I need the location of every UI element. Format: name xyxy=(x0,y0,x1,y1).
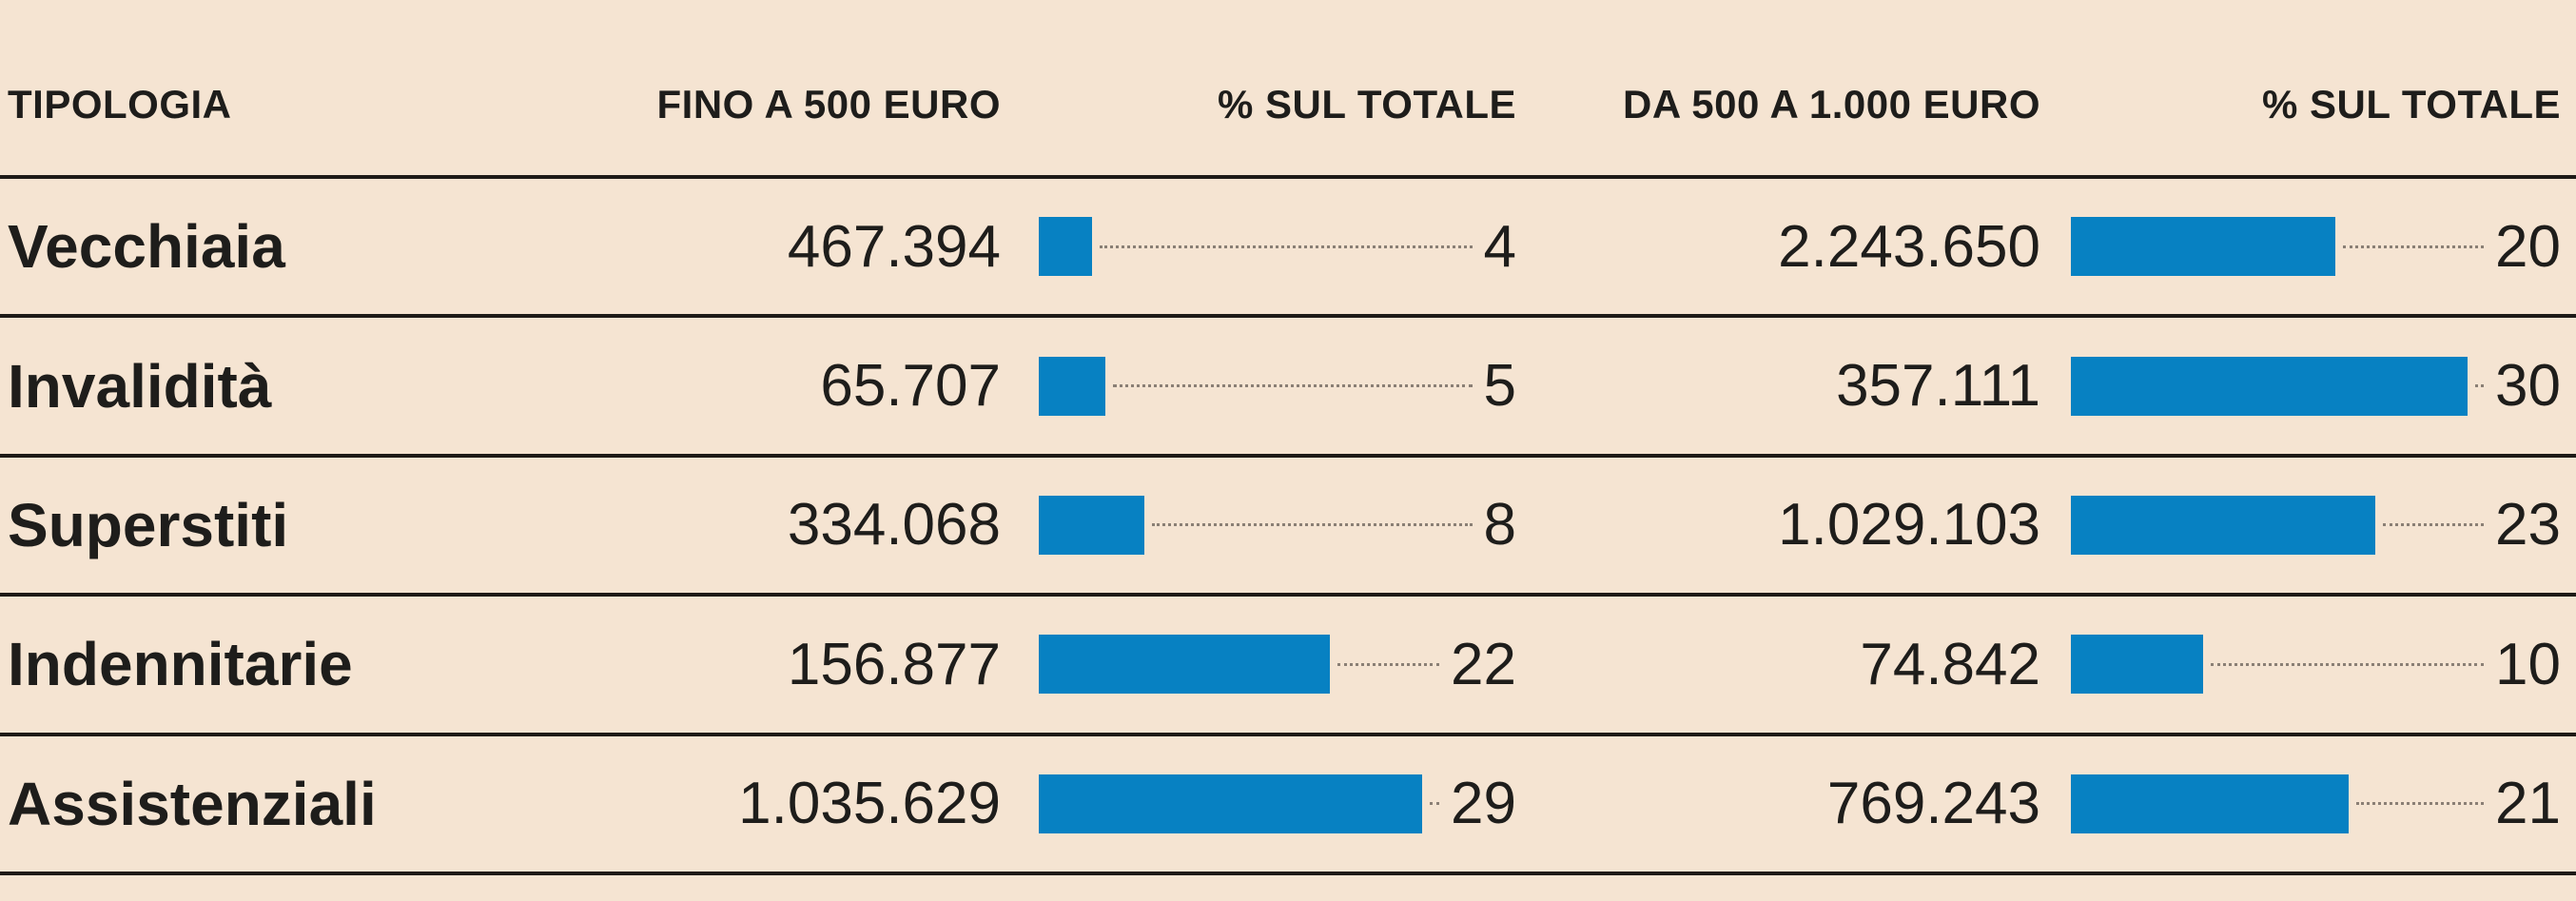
bar-pct-500 xyxy=(1039,217,1092,277)
cell-pct-500: 22 xyxy=(1008,597,1516,732)
value-fino-500: 467.394 xyxy=(787,213,1001,280)
cell-pct-500: 29 xyxy=(1008,736,1516,872)
row-label: Invalidità xyxy=(8,351,272,421)
pct-500-value: 5 xyxy=(1483,353,1516,420)
cell-pct-1000: 23 xyxy=(2040,458,2576,593)
value-fino-500: 334.068 xyxy=(787,492,1001,558)
bar-pct-1000 xyxy=(2071,356,2468,416)
bar-pct-500 xyxy=(1039,635,1330,695)
dotted-leader-icon xyxy=(2475,384,2485,388)
bar-pct-1000 xyxy=(2071,217,2335,277)
column-header-fino-500: FINO A 500 EURO xyxy=(656,82,1001,127)
pct-1000-value: 23 xyxy=(2495,492,2561,558)
bar-pct-500 xyxy=(1039,774,1423,833)
dotted-leader-icon xyxy=(2211,662,2485,666)
row-label: Indennitarie xyxy=(8,630,353,699)
pct-1000-value: 20 xyxy=(2495,213,2561,280)
bar-pct-500 xyxy=(1039,356,1105,416)
table-row: Assistenziali 1.035.629 29 769.243 21 xyxy=(0,736,2576,875)
pct-500-value: 29 xyxy=(1451,771,1516,837)
row-label: Assistenziali xyxy=(8,769,377,838)
value-da-500-1000: 74.842 xyxy=(1860,631,2040,697)
table-row: Superstiti 334.068 8 1.029.103 23 xyxy=(0,458,2576,597)
cell-pct-1000: 21 xyxy=(2040,736,2576,872)
bar-pct-1000 xyxy=(2071,635,2203,695)
row-label: Superstiti xyxy=(8,490,289,559)
table-header-row: TIPOLOGIA FINO A 500 EURO % SUL TOTALE D… xyxy=(0,0,2576,179)
dotted-leader-icon xyxy=(1430,802,1440,806)
table-row: Indennitarie 156.877 22 74.842 10 xyxy=(0,597,2576,736)
value-da-500-1000: 2.243.650 xyxy=(1778,213,2040,280)
column-header-pct-1000: % SUL TOTALE xyxy=(2261,82,2561,127)
value-fino-500: 1.035.629 xyxy=(738,771,1001,837)
table-row: Invalidità 65.707 5 357.111 30 xyxy=(0,318,2576,458)
dotted-leader-icon xyxy=(1112,384,1473,388)
bar-pct-1000 xyxy=(2071,774,2349,833)
cell-pct-500: 5 xyxy=(1008,318,1516,453)
dotted-leader-icon xyxy=(1337,662,1440,666)
dotted-leader-icon xyxy=(2355,802,2485,806)
row-label: Vecchiaia xyxy=(8,212,285,282)
cell-pct-1000: 20 xyxy=(2040,179,2576,314)
dotted-leader-icon xyxy=(1099,245,1473,248)
column-header-da-500-1000: DA 500 A 1.000 EURO xyxy=(1622,82,2040,127)
value-da-500-1000: 1.029.103 xyxy=(1778,492,2040,558)
column-header-pct-500: % SUL TOTALE xyxy=(1217,82,1516,127)
pct-500-value: 4 xyxy=(1483,213,1516,280)
value-da-500-1000: 357.111 xyxy=(1836,353,2040,420)
cell-pct-500: 4 xyxy=(1008,179,1516,314)
dotted-leader-icon xyxy=(2382,523,2485,527)
bar-pct-1000 xyxy=(2071,495,2375,555)
value-da-500-1000: 769.243 xyxy=(1826,771,2040,837)
pct-1000-value: 10 xyxy=(2495,631,2561,697)
pct-500-value: 8 xyxy=(1483,492,1516,558)
pct-1000-value: 30 xyxy=(2495,353,2561,420)
table-body: Vecchiaia 467.394 4 2.243.650 20 Invalid… xyxy=(0,179,2576,875)
bar-pct-500 xyxy=(1039,495,1145,555)
pct-500-value: 22 xyxy=(1451,631,1516,697)
cell-pct-1000: 30 xyxy=(2040,318,2576,453)
column-header-tipologia: TIPOLOGIA xyxy=(8,82,232,127)
cell-pct-1000: 10 xyxy=(2040,597,2576,732)
cell-pct-500: 8 xyxy=(1008,458,1516,593)
value-fino-500: 65.707 xyxy=(820,353,1001,420)
dotted-leader-icon xyxy=(2343,245,2485,248)
dotted-leader-icon xyxy=(1152,523,1473,527)
table-row: Vecchiaia 467.394 4 2.243.650 20 xyxy=(0,179,2576,319)
value-fino-500: 156.877 xyxy=(787,631,1001,697)
pct-1000-value: 21 xyxy=(2495,771,2561,837)
